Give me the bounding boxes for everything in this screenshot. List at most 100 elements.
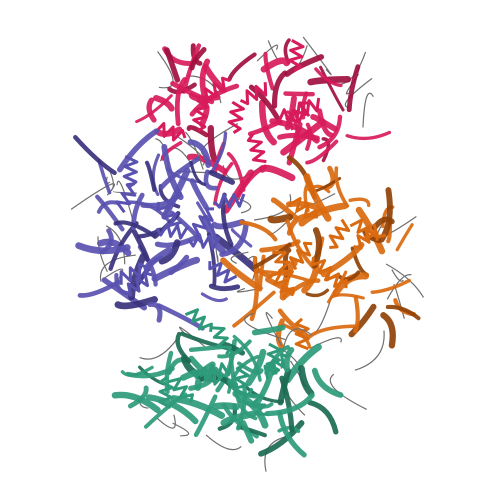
loop-segment — [302, 36, 332, 76]
loop-segment — [205, 434, 242, 451]
chain-orange-ribbon — [220, 155, 425, 371]
secondary-structure-segment — [238, 398, 274, 409]
secondary-structure-segment — [217, 339, 252, 359]
helix-coil — [191, 366, 225, 386]
secondary-structure-segment — [158, 239, 181, 265]
helix-coil — [201, 361, 234, 380]
secondary-structure-segment — [146, 97, 157, 123]
secondary-structure-segment — [73, 135, 117, 176]
secondary-structure-segment — [200, 292, 228, 303]
helix-coil — [192, 98, 210, 132]
loop-segment — [362, 92, 374, 128]
secondary-structure-segment — [170, 395, 226, 419]
secondary-structure-segment — [279, 375, 295, 433]
secondary-structure-segment — [283, 346, 295, 373]
loop-segment — [157, 51, 174, 89]
secondary-structure-segment — [219, 223, 249, 258]
helix-coil — [232, 363, 250, 397]
helix-coil — [246, 387, 269, 416]
helix-coil — [126, 271, 153, 297]
secondary-structure-segment — [146, 394, 199, 425]
helix-coil — [153, 122, 187, 142]
helix-coil — [272, 250, 294, 280]
secondary-structure-segment — [114, 273, 132, 296]
helix-coil — [184, 308, 213, 333]
secondary-structure-segment — [240, 420, 255, 444]
secondary-structure-segment — [239, 220, 278, 242]
secondary-structure-segment — [113, 220, 156, 238]
helix-coil — [289, 241, 313, 271]
secondary-structure-segment — [120, 365, 154, 377]
secondary-structure-segment — [277, 308, 309, 338]
secondary-structure-segment — [220, 410, 257, 427]
helix-coil — [167, 377, 194, 403]
secondary-structure-segment — [247, 120, 280, 137]
secondary-structure-segment — [249, 266, 260, 322]
loop-segment — [99, 254, 136, 282]
secondary-structure-segment — [267, 213, 294, 224]
chain-green-ribbon — [111, 308, 367, 472]
secondary-structure-segment — [284, 343, 322, 384]
helix-coil — [287, 38, 305, 73]
secondary-structure-segment — [330, 293, 365, 300]
secondary-structure-segment — [168, 254, 190, 276]
secondary-structure-segment — [143, 247, 173, 272]
secondary-structure-segment — [170, 81, 215, 105]
secondary-structure-segment — [258, 420, 305, 457]
secondary-structure-segment — [346, 64, 361, 113]
helix-coil — [203, 76, 231, 102]
secondary-structure-segment — [207, 125, 218, 163]
loop-segment — [105, 225, 126, 265]
secondary-structure-segment — [227, 52, 257, 82]
secondary-structure-segment — [251, 324, 286, 336]
loop-segment — [354, 330, 385, 371]
helix-coil — [267, 271, 295, 297]
secondary-structure-segment — [189, 160, 207, 187]
helix-coil — [227, 100, 245, 134]
secondary-structure-segment — [164, 47, 181, 83]
secondary-structure-segment — [117, 128, 159, 173]
loop-segment — [230, 251, 249, 264]
secondary-structure-segment — [186, 153, 228, 175]
secondary-structure-segment — [305, 288, 330, 298]
helix-coil — [294, 317, 310, 351]
secondary-structure-segment — [305, 139, 339, 165]
secondary-structure-segment — [203, 169, 219, 191]
loop-segment — [265, 312, 283, 347]
loop-segment — [70, 183, 116, 210]
helix-coil — [210, 326, 232, 355]
secondary-structure-segment — [334, 166, 350, 208]
secondary-structure-segment — [210, 131, 228, 174]
secondary-structure-segment — [236, 424, 267, 438]
secondary-structure-segment — [189, 178, 209, 210]
helix-coil — [119, 262, 148, 285]
secondary-structure-segment — [232, 290, 276, 328]
secondary-structure-segment — [385, 304, 421, 321]
helix-coil — [155, 201, 183, 227]
loop-segment — [172, 422, 190, 437]
secondary-structure-segment — [187, 139, 212, 168]
secondary-structure-segment — [336, 270, 361, 282]
secondary-structure-segment — [283, 91, 315, 97]
secondary-structure-segment — [252, 242, 292, 270]
secondary-structure-segment — [298, 365, 315, 397]
secondary-structure-segment — [114, 296, 158, 310]
helix-coil — [157, 375, 174, 409]
helix-coil — [187, 233, 221, 250]
helix-coil — [213, 193, 246, 209]
helix-coil — [155, 222, 189, 240]
helix-coil — [310, 256, 339, 282]
secondary-structure-segment — [111, 391, 161, 414]
loop-segment — [329, 373, 367, 410]
secondary-structure-segment — [211, 218, 246, 230]
secondary-structure-segment — [135, 94, 173, 124]
secondary-structure-segment — [311, 367, 344, 398]
secondary-structure-segment — [380, 312, 396, 349]
secondary-structure-segment — [282, 278, 321, 299]
secondary-structure-segment — [95, 194, 125, 232]
secondary-structure-segment — [128, 252, 147, 301]
secondary-structure-segment — [264, 392, 315, 417]
helix-coil — [208, 261, 238, 284]
